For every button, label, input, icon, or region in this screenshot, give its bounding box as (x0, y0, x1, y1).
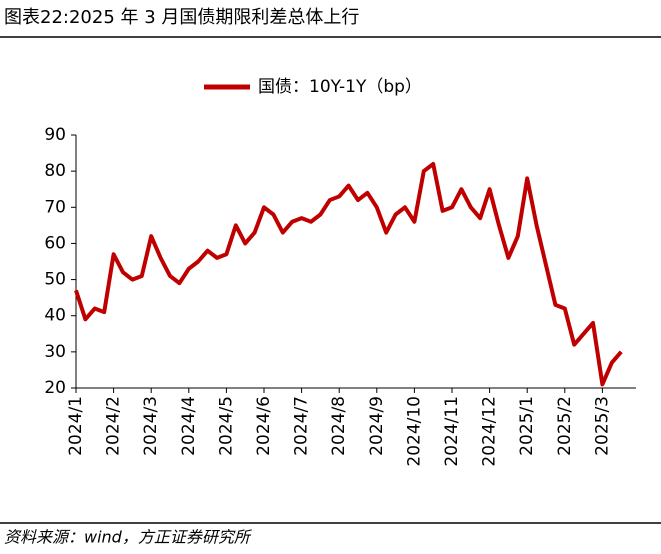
y-tick-label: 20 (44, 378, 66, 398)
series-line (74, 161, 623, 387)
y-tick-label: 60 (44, 233, 66, 253)
x-tick-label: 2024/3 (141, 396, 161, 456)
source: 资料来源：wind，方正证券研究所 (4, 528, 253, 547)
x-tick-label: 2024/12 (480, 396, 500, 467)
x-tick-label: 2024/5 (216, 396, 236, 456)
x-tick-label: 2024/9 (367, 396, 387, 456)
y-tick-label: 90 (44, 125, 66, 145)
x-tick-label: 2024/4 (179, 396, 199, 456)
y-tick-label: 80 (44, 161, 66, 181)
x-tick-label: 2024/11 (442, 396, 462, 467)
y-tick-label: 70 (44, 197, 66, 217)
x-tick-label: 2024/1 (66, 396, 86, 456)
x-tick-label: 2025/2 (555, 396, 575, 456)
y-tick-label: 40 (44, 306, 66, 326)
legend-label: 国债：10Y-1Y（bp） (258, 77, 422, 97)
x-tick-label: 2025/3 (592, 396, 612, 456)
x-tick-label: 2024/10 (404, 396, 424, 467)
x-tick-label: 2024/7 (292, 396, 312, 456)
x-tick-label: 2025/1 (517, 396, 537, 456)
x-tick-label: 2024/8 (329, 396, 349, 456)
y-tick-label: 50 (44, 270, 66, 290)
x-tick-label: 2024/6 (254, 396, 274, 456)
chart-title: 图表22:2025 年 3 月国债期限利差总体上行 (4, 7, 359, 28)
y-tick-label: 30 (44, 342, 66, 362)
x-tick-label: 2024/2 (104, 396, 124, 456)
